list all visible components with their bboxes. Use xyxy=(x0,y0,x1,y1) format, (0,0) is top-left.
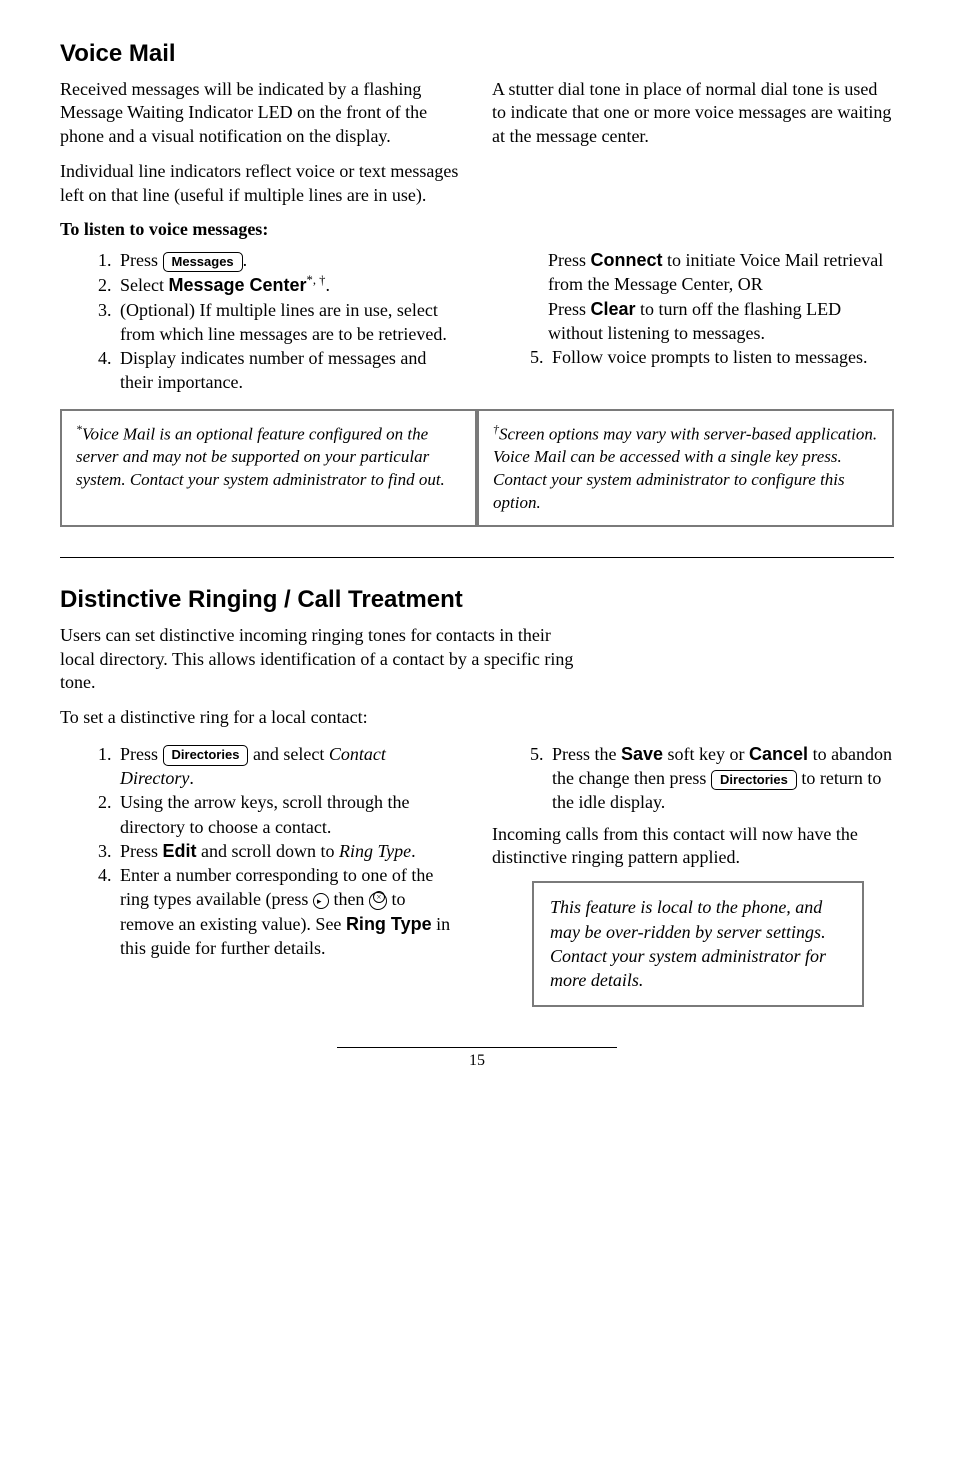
footer-rule xyxy=(337,1047,617,1048)
text: . xyxy=(325,275,330,295)
ringing-intro: Users can set distinctive incoming ringi… xyxy=(60,624,580,694)
ringing-columns: Press Directories and select Contact Dir… xyxy=(60,742,894,1007)
footnote-marker: *, † xyxy=(307,273,326,287)
text: . xyxy=(189,768,194,788)
directories-key-icon: Directories xyxy=(711,770,797,790)
section-divider xyxy=(60,557,894,558)
vm-note-right: †Screen options may vary with server-bas… xyxy=(477,409,894,527)
note-text: This feature is local to the phone, and … xyxy=(550,897,826,990)
vm-left-p2: Individual line indicators reflect voice… xyxy=(60,160,462,207)
listen-heading: To listen to voice messages: xyxy=(60,219,894,240)
vm-step2: Select Message Center*, †. xyxy=(116,272,462,297)
voicemail-intro-columns: Received messages will be indicated by a… xyxy=(60,78,894,219)
note-text: Screen options may vary with server-base… xyxy=(493,424,877,512)
page-number: 15 xyxy=(469,1052,485,1069)
vm-steps-right: Follow voice prompts to listen to messag… xyxy=(492,345,894,369)
delete-x-icon xyxy=(369,892,387,910)
ring-step4: Enter a number corresponding to one of t… xyxy=(116,863,462,960)
voicemail-steps-columns: Press Messages. Select Message Center*, … xyxy=(60,248,894,395)
ring-step3: Press Edit and scroll down to Ring Type. xyxy=(116,839,462,863)
text: and scroll down to xyxy=(197,841,339,861)
right-arrow-icon xyxy=(313,893,329,909)
ringing-heading: Distinctive Ringing / Call Treatment xyxy=(60,586,894,614)
ringing-after: Incoming calls from this contact will no… xyxy=(492,823,894,870)
vm-step5: Follow voice prompts to listen to messag… xyxy=(548,345,894,369)
text: Press xyxy=(548,299,591,319)
vm-step3: (Optional) If multiple lines are in use,… xyxy=(116,298,462,347)
text: then xyxy=(329,889,369,909)
connect-label: Connect xyxy=(591,250,663,270)
text: Press xyxy=(120,744,163,764)
ring-step5: Press the Save soft key or Cancel to aba… xyxy=(548,742,894,815)
text: Press the xyxy=(552,744,621,764)
vm-note-left: *Voice Mail is an optional feature confi… xyxy=(60,409,477,527)
note-text: Voice Mail is an optional feature config… xyxy=(76,424,445,489)
vm-step1: Press Messages. xyxy=(116,248,462,272)
text: soft key or xyxy=(663,744,749,764)
text: Press xyxy=(120,841,163,861)
ringing-lead: To set a distinctive ring for a local co… xyxy=(60,706,894,729)
vm-right-indent: Press Connect to initiate Voice Mail ret… xyxy=(492,248,894,345)
vm-left-p1: Received messages will be indicated by a… xyxy=(60,78,462,148)
cancel-label: Cancel xyxy=(749,744,808,764)
save-label: Save xyxy=(621,744,663,764)
vm-right-p1: A stutter dial tone in place of normal d… xyxy=(492,78,894,148)
ring-type-label: Ring Type xyxy=(339,841,411,861)
vm-notes: *Voice Mail is an optional feature confi… xyxy=(60,409,894,527)
clear-label: Clear xyxy=(591,299,636,319)
ringing-steps-right: Press the Save soft key or Cancel to aba… xyxy=(492,742,894,815)
edit-label: Edit xyxy=(163,841,197,861)
vm-steps-left: Press Messages. Select Message Center*, … xyxy=(60,248,462,395)
ring-step1: Press Directories and select Contact Dir… xyxy=(116,742,462,791)
vm-step4: Display indicates number of messages and… xyxy=(116,346,462,395)
messages-key-icon: Messages xyxy=(163,252,243,272)
page-footer: 15 xyxy=(60,1047,894,1070)
text: . xyxy=(411,841,416,861)
text: Press xyxy=(120,250,163,270)
directories-key-icon: Directories xyxy=(163,745,249,765)
ring-step2: Using the arrow keys, scroll through the… xyxy=(116,790,462,839)
ringing-steps-left: Press Directories and select Contact Dir… xyxy=(60,742,462,961)
voicemail-heading: Voice Mail xyxy=(60,40,894,68)
text: . xyxy=(243,250,248,270)
text: Press xyxy=(548,250,591,270)
text: Select xyxy=(120,275,168,295)
text: and select xyxy=(248,744,328,764)
ringing-note-box: This feature is local to the phone, and … xyxy=(532,881,864,1006)
message-center-label: Message Center xyxy=(168,275,306,295)
ring-type-heavy: Ring Type xyxy=(346,914,432,934)
